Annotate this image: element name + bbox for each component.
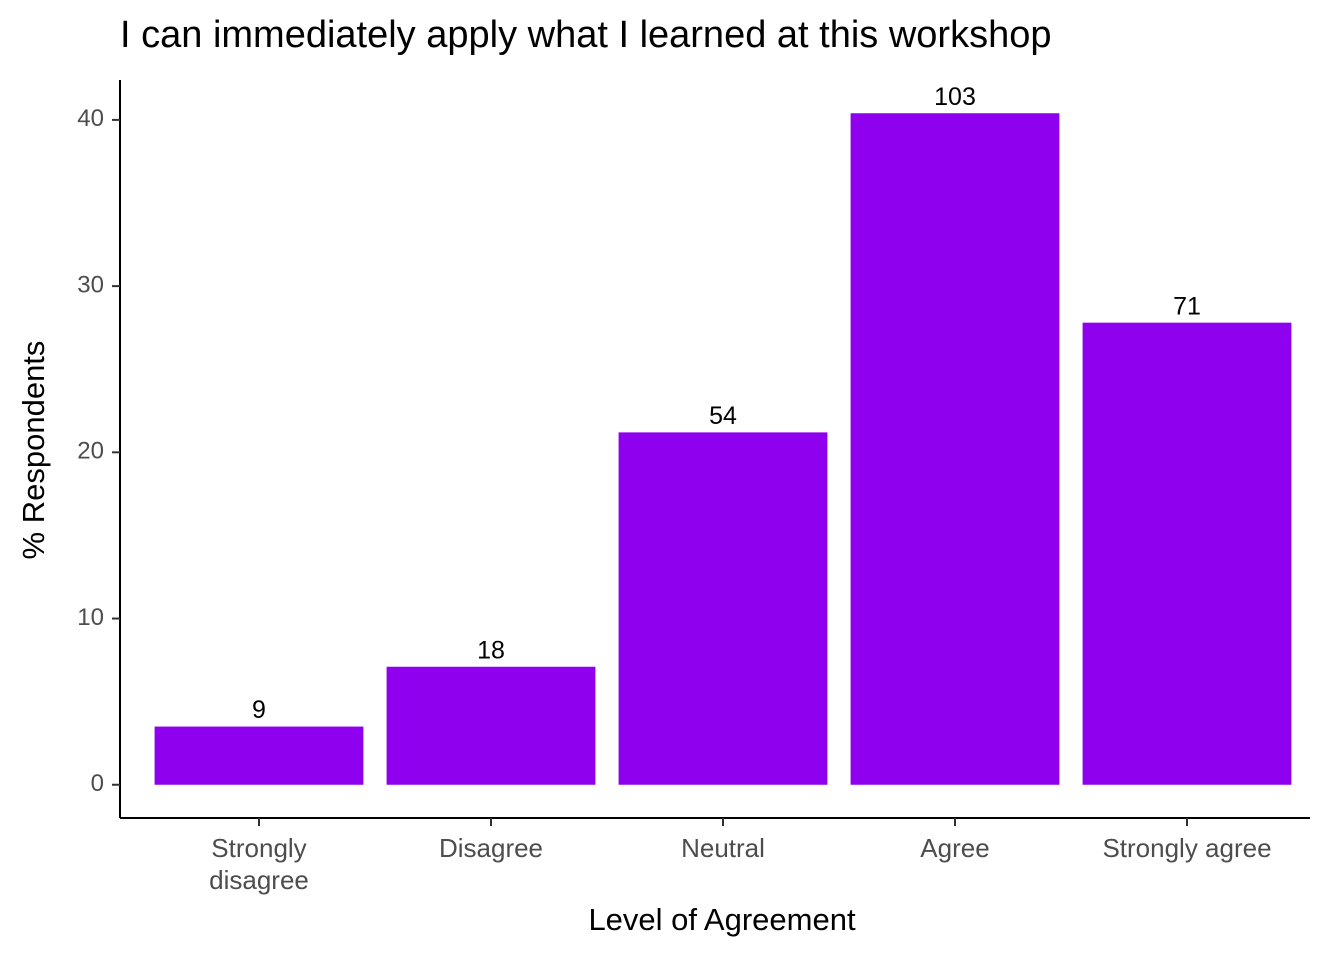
bar: [618, 432, 828, 785]
y-tick-label: 30: [77, 271, 104, 298]
bar: [850, 113, 1060, 785]
x-axis-title: Level of Agreement: [588, 902, 856, 937]
bar-count-label: 54: [709, 402, 737, 430]
bar-count-label: 18: [477, 636, 505, 664]
y-tick-label: 0: [91, 770, 104, 797]
x-tick-label: Agree: [920, 833, 990, 863]
x-tick-label: Disagree: [438, 833, 544, 863]
bar-count-label: 71: [1173, 292, 1201, 320]
x-tick-label: Strongly disagree: [209, 833, 309, 895]
y-axis-title: % Respondents: [16, 341, 51, 560]
x-tick-label: Neutral: [681, 833, 765, 863]
chart-title: I can immediately apply what I learned a…: [120, 14, 1051, 56]
x-tick-label: Strongly agree: [1102, 833, 1272, 863]
bar: [386, 666, 596, 785]
bar-count-label: 103: [934, 83, 976, 111]
bar-count-label: 9: [252, 696, 266, 724]
bar: [154, 726, 364, 785]
bar: [1082, 322, 1292, 785]
y-tick-label: 20: [77, 438, 104, 465]
y-tick-label: 40: [77, 105, 104, 132]
y-tick-label: 10: [77, 604, 104, 631]
